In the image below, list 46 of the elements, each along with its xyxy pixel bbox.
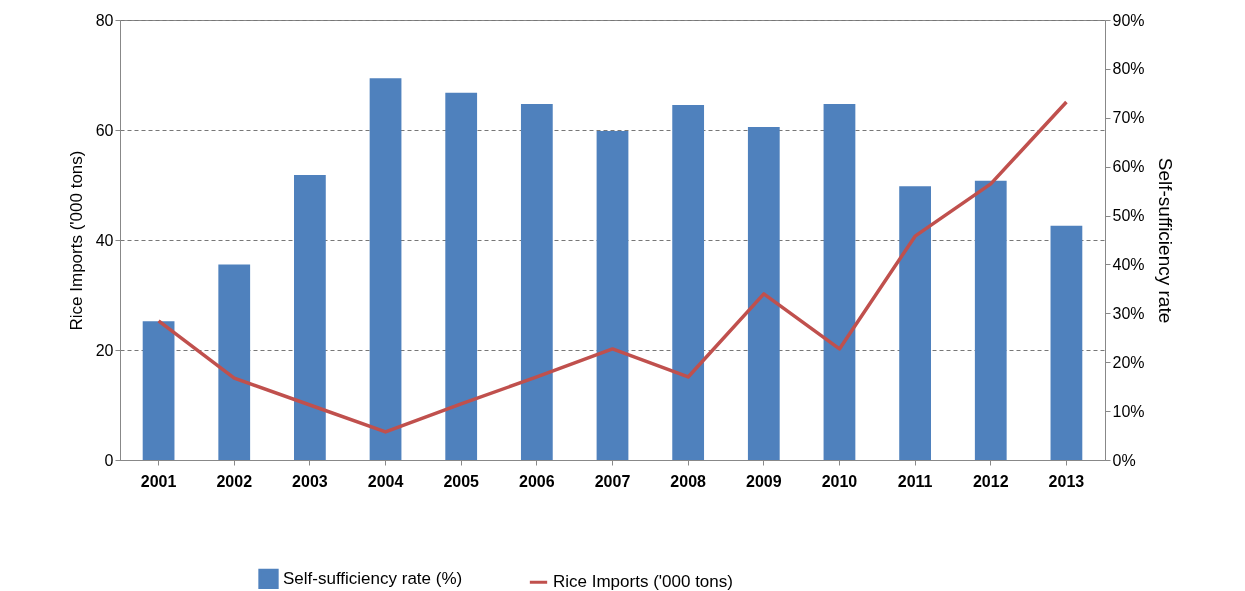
bar xyxy=(369,78,402,460)
y2-tick-label: 30% xyxy=(1112,304,1145,322)
bar xyxy=(520,104,553,460)
line-series xyxy=(156,100,1069,434)
bar xyxy=(823,104,856,460)
bar xyxy=(974,180,1007,460)
x-tick-label: 2011 xyxy=(897,472,933,490)
bar xyxy=(142,321,175,460)
x-tick-label: 2010 xyxy=(821,472,858,490)
y2-tick-label: 80% xyxy=(1112,60,1145,78)
x-tick-label: 2002 xyxy=(216,472,253,490)
x-tick-label: 2005 xyxy=(443,472,480,490)
y-tick-label: 40 xyxy=(95,231,114,249)
bar xyxy=(899,186,931,460)
x-tick-label: 2009 xyxy=(746,472,782,490)
x-tick-label: 2013 xyxy=(1048,472,1085,490)
y2-tick-label: 90% xyxy=(1112,11,1145,29)
y2-tick-label: 70% xyxy=(1112,109,1145,127)
y2-tick-label: 20% xyxy=(1112,353,1145,371)
bar xyxy=(672,105,705,460)
x-tick-label: 2006 xyxy=(519,472,555,490)
y2-axis-title: Self-sufficiency rate xyxy=(1154,157,1176,324)
y-tick-label: 0 xyxy=(104,451,114,469)
bar xyxy=(596,130,629,460)
y-axis-title: Rice Imports ('000 tons) xyxy=(66,150,86,331)
legend-label: Self-sufficiency rate (%) xyxy=(283,568,463,588)
x-tick-label: 2007 xyxy=(594,472,631,490)
bar xyxy=(747,127,780,460)
y-tick-label: 80 xyxy=(95,11,114,29)
y-tick-label: 60 xyxy=(95,121,114,139)
bar xyxy=(218,264,251,460)
bar xyxy=(445,92,478,460)
legend-label: Rice Imports ('000 tons) xyxy=(553,572,733,591)
x-tick-label: 2003 xyxy=(292,472,328,490)
x-tick-label: 2008 xyxy=(670,472,707,490)
y-tick-label: 20 xyxy=(95,341,114,359)
x-tick-label: 2004 xyxy=(367,472,404,490)
x-tick-label: 2012 xyxy=(972,472,1009,490)
x-tick-label: 2001 xyxy=(140,472,177,490)
y2-tick-label: 60% xyxy=(1112,158,1145,176)
bar xyxy=(1050,225,1083,460)
bar xyxy=(294,174,326,460)
y2-tick-label: 40% xyxy=(1112,255,1145,273)
y2-tick-label: 50% xyxy=(1112,207,1145,225)
y2-tick-label: 0% xyxy=(1112,451,1136,469)
y2-tick-label: 10% xyxy=(1112,402,1145,420)
